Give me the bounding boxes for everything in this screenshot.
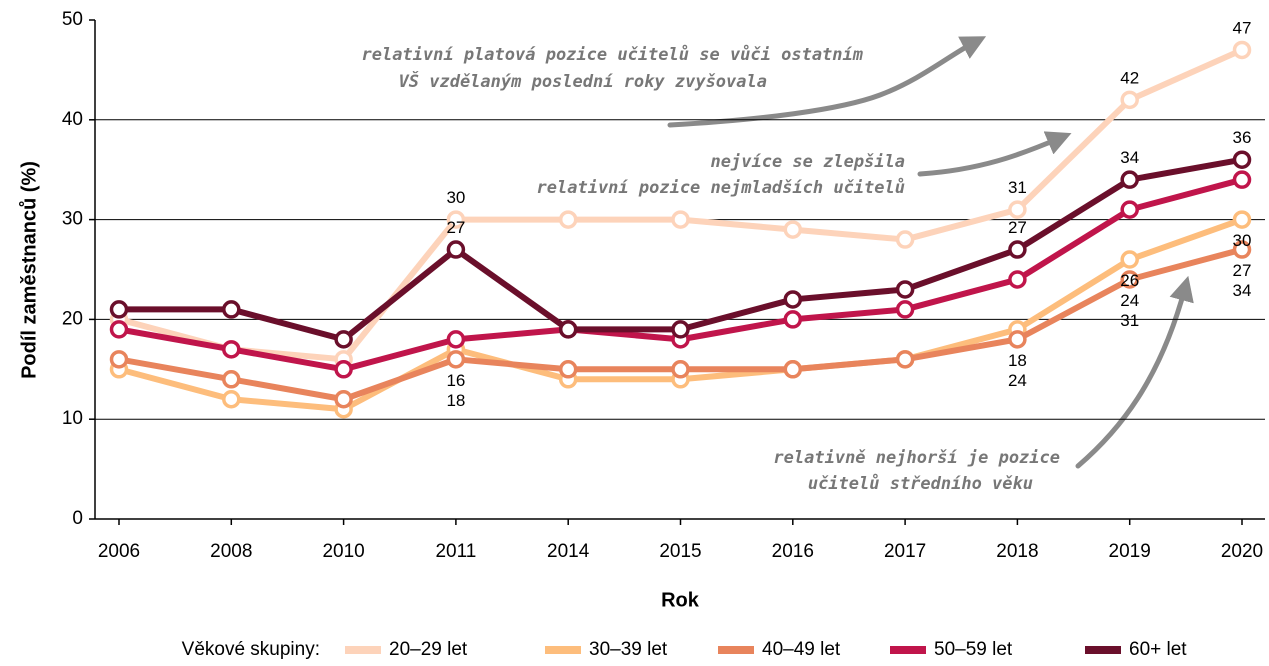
y-tick-label: 10 bbox=[62, 408, 83, 429]
point bbox=[1120, 170, 1139, 189]
point bbox=[334, 389, 353, 409]
x-tick-label: 2019 bbox=[1109, 541, 1151, 562]
data-label: 31 bbox=[1120, 311, 1139, 330]
point bbox=[558, 210, 578, 229]
x-tick-label: 2020 bbox=[1221, 541, 1263, 562]
point bbox=[1120, 90, 1139, 110]
data-label: 34 bbox=[1120, 148, 1139, 167]
point bbox=[1120, 200, 1139, 219]
point bbox=[783, 220, 803, 239]
annotation: VŠ vzdělaným poslední roky zvyšovala bbox=[399, 70, 767, 92]
point bbox=[1008, 330, 1027, 349]
legend-label: 60+ let bbox=[1129, 639, 1187, 660]
point bbox=[1008, 200, 1027, 219]
point bbox=[109, 350, 129, 369]
point bbox=[671, 360, 690, 379]
x-tick-label: 2015 bbox=[659, 541, 701, 562]
y-tick-label: 0 bbox=[72, 508, 83, 529]
point bbox=[671, 210, 690, 229]
data-label: 47 bbox=[1233, 18, 1252, 37]
point bbox=[334, 330, 353, 349]
point bbox=[1120, 270, 1139, 289]
y-tick-label: 20 bbox=[62, 308, 83, 329]
series-line bbox=[118, 47, 1244, 363]
point bbox=[783, 310, 803, 329]
y-tick-label: 50 bbox=[62, 9, 83, 30]
data-label: 18 bbox=[1008, 351, 1027, 370]
point bbox=[222, 389, 241, 409]
y-tick-label: 30 bbox=[62, 209, 83, 230]
point bbox=[446, 240, 466, 259]
annotation: relativní platová pozice učitelů se vůči… bbox=[361, 43, 863, 65]
data-label: 30 bbox=[1233, 231, 1252, 250]
point bbox=[558, 320, 578, 339]
point bbox=[1120, 250, 1139, 269]
point bbox=[671, 320, 690, 339]
point bbox=[222, 340, 241, 359]
annotation: nejvíce se zlepšila bbox=[711, 152, 905, 172]
data-label: 18 bbox=[446, 391, 465, 410]
point bbox=[222, 370, 241, 389]
data-label: 30 bbox=[446, 188, 465, 207]
legend-label: 20–29 let bbox=[389, 639, 468, 660]
point bbox=[109, 320, 129, 339]
point bbox=[446, 330, 466, 349]
x-axis-label: Rok bbox=[661, 589, 700, 611]
data-label: 36 bbox=[1233, 128, 1252, 147]
x-tick-label: 2017 bbox=[884, 541, 926, 562]
x-tick-label: 2010 bbox=[322, 541, 364, 562]
x-tick-label: 2008 bbox=[210, 541, 252, 562]
y-axis-label: Podíl zaměstnanců (%) bbox=[18, 161, 40, 379]
point bbox=[783, 360, 803, 379]
x-tick-label: 2018 bbox=[996, 541, 1038, 562]
point bbox=[895, 280, 915, 299]
annotation: relativní pozice nejmladších učitelů bbox=[537, 176, 905, 198]
point bbox=[334, 360, 353, 379]
legend-label: 30–39 let bbox=[589, 639, 668, 660]
point bbox=[1232, 40, 1252, 60]
legend-title: Věkové skupiny: bbox=[182, 639, 320, 660]
point bbox=[1232, 210, 1252, 229]
point bbox=[1008, 240, 1027, 259]
point bbox=[446, 210, 466, 229]
point bbox=[109, 300, 129, 319]
data-label: 27 bbox=[1008, 218, 1027, 237]
legend-label: 50–59 let bbox=[934, 639, 1013, 660]
data-label: 26 bbox=[1120, 271, 1139, 290]
point bbox=[895, 300, 915, 319]
point bbox=[1232, 150, 1252, 169]
x-tick-label: 2014 bbox=[547, 541, 590, 562]
y-tick-label: 40 bbox=[62, 109, 83, 130]
data-label: 31 bbox=[1008, 178, 1027, 197]
point bbox=[783, 290, 803, 309]
point bbox=[1232, 170, 1252, 189]
annotation: učitelů středního věku bbox=[808, 472, 1033, 494]
legend-label: 40–49 let bbox=[762, 639, 841, 660]
point bbox=[1232, 240, 1252, 259]
data-label: 42 bbox=[1120, 68, 1139, 87]
point bbox=[895, 350, 915, 369]
point bbox=[558, 360, 578, 379]
data-label: 24 bbox=[1120, 291, 1139, 310]
annotation: relativně nejhorší je pozice bbox=[773, 448, 1060, 468]
point bbox=[446, 350, 466, 369]
data-label: 24 bbox=[1008, 371, 1027, 390]
x-tick-label: 2006 bbox=[98, 541, 140, 562]
x-tick-label: 2016 bbox=[772, 541, 814, 562]
data-label: 27 bbox=[1233, 261, 1252, 280]
data-label: 16 bbox=[446, 371, 465, 390]
point bbox=[1008, 270, 1027, 289]
point bbox=[222, 300, 241, 319]
point bbox=[895, 230, 915, 249]
data-label: 34 bbox=[1233, 281, 1252, 300]
data-label: 27 bbox=[446, 218, 465, 237]
x-tick-label: 2011 bbox=[435, 541, 476, 562]
arrow bbox=[917, 131, 1072, 177]
